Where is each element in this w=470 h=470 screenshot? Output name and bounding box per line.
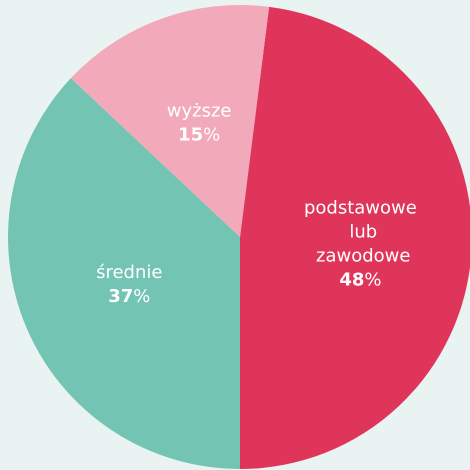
label-line: lub	[344, 222, 378, 243]
value-number: 15	[178, 124, 203, 145]
value-unit: %	[364, 270, 381, 291]
label-line: wyższe	[167, 100, 232, 121]
label-line: zawodowe	[310, 246, 410, 267]
label-line: średnie	[96, 262, 162, 283]
value-label: 48%	[339, 270, 381, 291]
value-label: 37%	[108, 286, 150, 307]
value-number: 48	[339, 270, 364, 291]
value-number: 37	[108, 286, 133, 307]
pie-slice	[8, 78, 240, 470]
slice-label: średnie	[96, 262, 162, 283]
label-line: podstawowe	[304, 198, 417, 219]
value-label: 15%	[178, 124, 220, 145]
pie-slice	[70, 5, 270, 238]
slice-label: wyższe	[167, 100, 232, 121]
slice-label: podstawowe lub zawodowe	[304, 198, 417, 267]
value-unit: %	[203, 124, 220, 145]
pie-slice	[240, 6, 470, 469]
value-unit: %	[133, 286, 150, 307]
